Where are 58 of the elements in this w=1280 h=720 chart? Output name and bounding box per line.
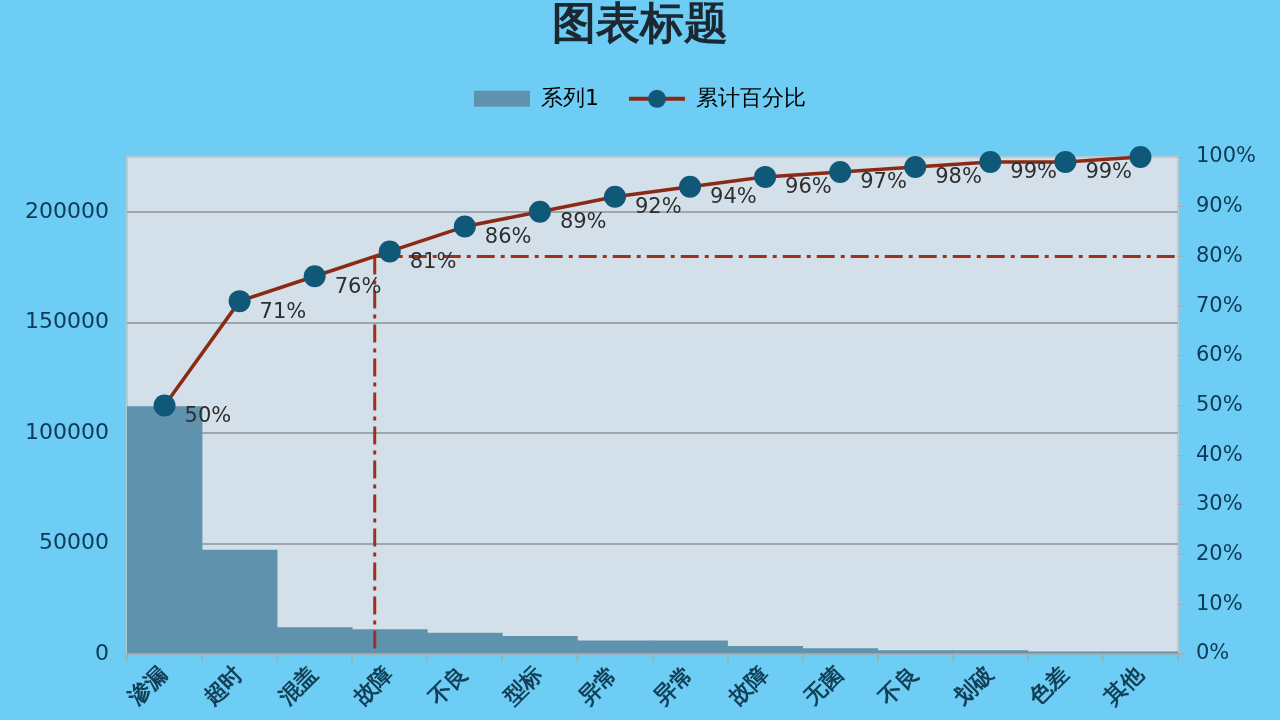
point <box>528 200 551 223</box>
point <box>754 165 777 188</box>
data-label: 92% <box>634 194 682 219</box>
x-tick-label: 其他 <box>1098 660 1149 711</box>
y-tick-label: 100000 <box>25 418 109 444</box>
point <box>1054 150 1077 173</box>
y2-tick-label: 0% <box>1196 640 1230 665</box>
point <box>228 290 251 313</box>
y2-tick-label: 70% <box>1196 292 1243 317</box>
data-label: 71% <box>259 298 307 323</box>
x-tick-label: 异常 <box>573 661 623 711</box>
data-label: 94% <box>710 184 757 209</box>
legend-label: 累计百分比 <box>696 84 806 110</box>
chart-title: 图表标题 <box>552 0 728 48</box>
point <box>603 185 626 208</box>
point <box>378 240 401 263</box>
point <box>453 215 476 238</box>
y-tick-label: 200000 <box>25 197 109 223</box>
x-tick-label: 不良 <box>873 661 923 711</box>
x-tick-label: 无菌 <box>798 661 848 711</box>
data-label: 99% <box>1085 159 1133 184</box>
point <box>153 394 176 417</box>
y2-tick-label: 10% <box>1196 590 1243 615</box>
legend-label: 系列1 <box>541 84 599 110</box>
y2-tick-label: 30% <box>1196 491 1243 516</box>
x-tick-label: 超时 <box>197 661 248 711</box>
y2-tick-label: 90% <box>1196 193 1243 218</box>
point <box>829 160 852 183</box>
x-tick-label: 故障 <box>723 661 773 711</box>
x-tick-label: 故障 <box>347 661 398 711</box>
data-label: 97% <box>860 169 907 194</box>
y2-tick-label: 20% <box>1196 541 1243 566</box>
data-label: 96% <box>785 174 832 199</box>
point <box>904 155 927 178</box>
point <box>679 175 702 198</box>
x-tick-label: 型标 <box>497 661 548 711</box>
x-tick-label: 划破 <box>948 660 999 711</box>
y2-tick-label: 60% <box>1196 342 1243 367</box>
x-tick-label: 不良 <box>422 661 473 711</box>
point <box>1129 146 1152 168</box>
x-tick-label: 异常 <box>648 661 698 711</box>
y2-tick-label: 40% <box>1196 441 1243 466</box>
data-label: 76% <box>334 273 382 298</box>
point <box>303 265 326 288</box>
point <box>979 150 1002 173</box>
y2-tick-label: 80% <box>1196 242 1243 267</box>
x-tick-label: 渗漏 <box>122 661 173 711</box>
y2-tick-label: 50% <box>1196 391 1243 416</box>
data-label: 98% <box>935 164 982 189</box>
y-tick-label: 150000 <box>25 308 109 334</box>
data-label: 86% <box>484 224 532 249</box>
y-tick-label: 0 <box>95 639 109 665</box>
data-label: 99% <box>1010 159 1058 184</box>
x-tick-label: 混盖 <box>272 661 323 711</box>
y-tick-label: 50000 <box>39 529 109 555</box>
data-label: 89% <box>559 209 607 234</box>
y2-tick-label: 100% <box>1196 143 1257 168</box>
x-tick-label: 色差 <box>1023 661 1073 711</box>
